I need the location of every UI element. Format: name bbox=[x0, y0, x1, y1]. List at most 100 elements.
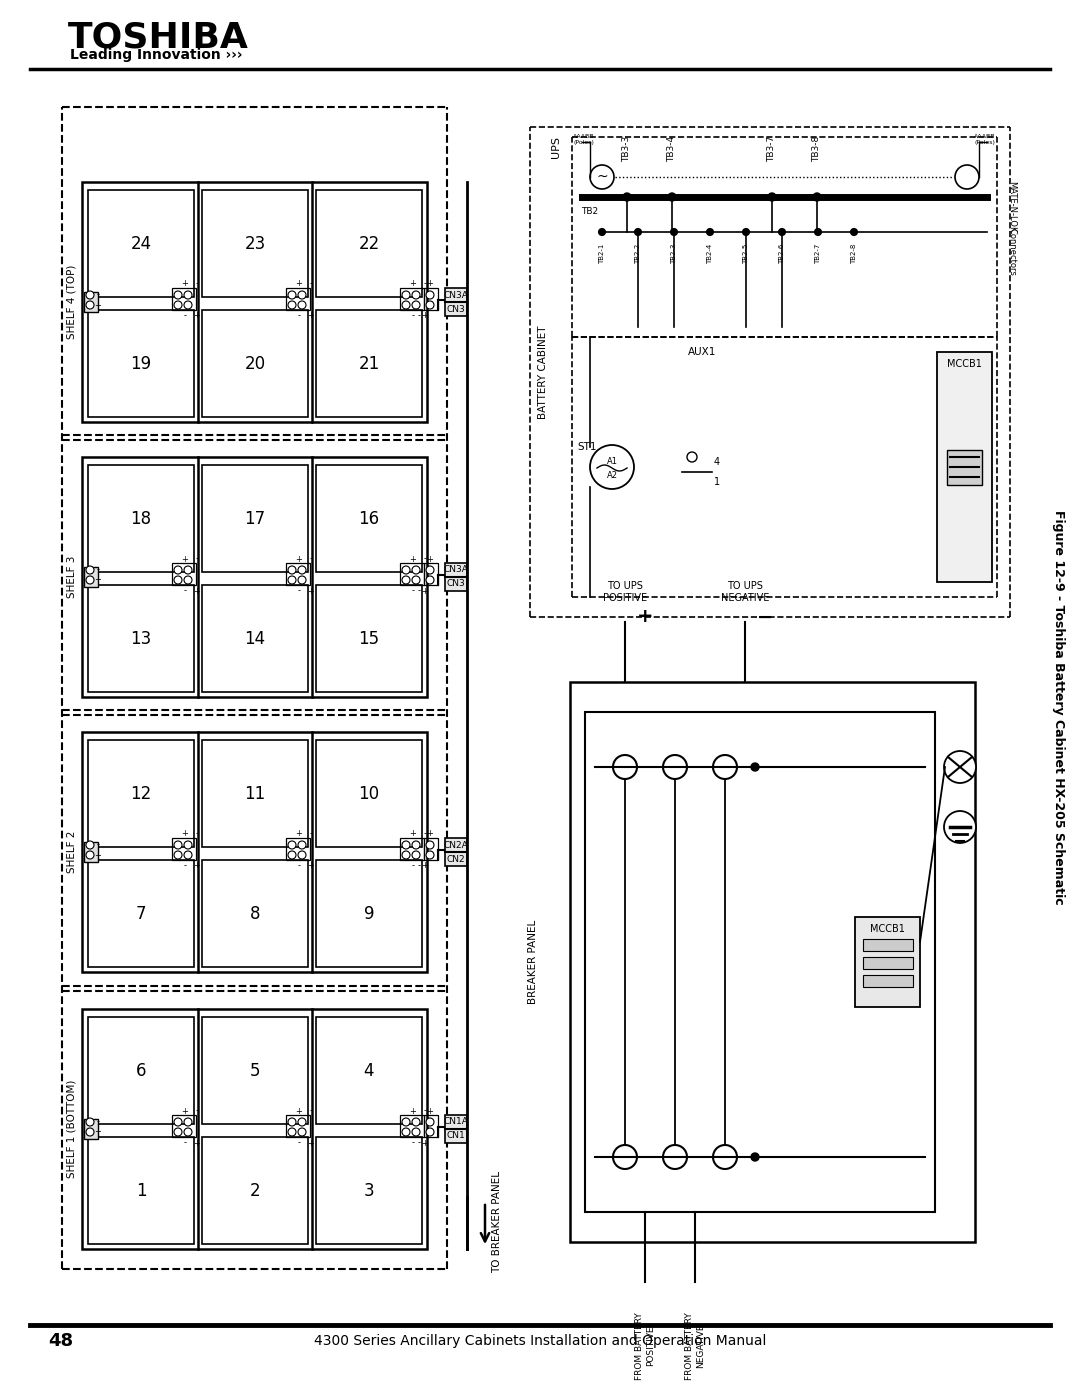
Text: +: + bbox=[193, 587, 201, 595]
Text: -: - bbox=[411, 862, 415, 870]
Circle shape bbox=[298, 566, 306, 574]
Text: +: + bbox=[95, 1127, 102, 1137]
Text: TB3-4: TB3-4 bbox=[667, 136, 676, 162]
Text: +: + bbox=[308, 587, 314, 595]
Text: +: + bbox=[637, 608, 653, 626]
Text: 13: 13 bbox=[131, 630, 151, 648]
Text: +: + bbox=[296, 279, 302, 289]
Circle shape bbox=[613, 754, 637, 780]
Circle shape bbox=[402, 1118, 410, 1126]
Bar bbox=[947, 450, 982, 485]
Circle shape bbox=[411, 566, 420, 574]
Circle shape bbox=[411, 1127, 420, 1136]
Circle shape bbox=[288, 841, 296, 849]
Text: MCCB1: MCCB1 bbox=[947, 359, 982, 369]
Circle shape bbox=[298, 291, 306, 299]
Text: -: - bbox=[96, 1118, 99, 1126]
Circle shape bbox=[426, 300, 434, 309]
Text: +: + bbox=[409, 555, 417, 563]
Bar bbox=[84, 1119, 98, 1139]
Text: TB2-3: TB2-3 bbox=[671, 244, 677, 264]
Bar bbox=[424, 288, 438, 310]
Text: TB2-1: TB2-1 bbox=[599, 244, 605, 264]
Text: -: - bbox=[184, 587, 187, 595]
Bar bbox=[585, 712, 935, 1213]
Text: -: - bbox=[96, 291, 99, 299]
Bar bbox=[172, 563, 195, 585]
Bar bbox=[400, 838, 424, 861]
Circle shape bbox=[288, 1118, 296, 1126]
Bar bbox=[316, 310, 422, 416]
Circle shape bbox=[426, 576, 434, 584]
Text: 48: 48 bbox=[48, 1331, 73, 1350]
Circle shape bbox=[174, 576, 183, 584]
Text: +: + bbox=[308, 312, 314, 320]
Text: +: + bbox=[95, 851, 102, 859]
Text: +: + bbox=[308, 1139, 314, 1147]
Text: -: - bbox=[96, 841, 99, 849]
Text: 21: 21 bbox=[359, 355, 380, 373]
Text: 24: 24 bbox=[131, 235, 151, 253]
Text: +: + bbox=[296, 555, 302, 563]
Text: AAABB
(Poles): AAABB (Poles) bbox=[573, 134, 595, 145]
Bar bbox=[316, 585, 422, 692]
Bar bbox=[316, 190, 422, 298]
Text: BREAKER PANEL: BREAKER PANEL bbox=[528, 919, 538, 1004]
Text: -: - bbox=[411, 312, 415, 320]
Circle shape bbox=[174, 566, 183, 574]
Text: TB3-8: TB3-8 bbox=[812, 136, 822, 162]
Text: 4300 Series Ancillary Cabinets Installation and Operation Manual: 4300 Series Ancillary Cabinets Installat… bbox=[314, 1334, 766, 1348]
Text: TOSHIBA: TOSHIBA bbox=[68, 20, 248, 54]
Bar bbox=[87, 310, 194, 416]
Text: CN3A: CN3A bbox=[444, 291, 469, 299]
Text: SHELF 1 (BOTTOM): SHELF 1 (BOTTOM) bbox=[67, 1080, 77, 1178]
Circle shape bbox=[402, 566, 410, 574]
Circle shape bbox=[288, 576, 296, 584]
Circle shape bbox=[411, 576, 420, 584]
Circle shape bbox=[298, 1118, 306, 1126]
Circle shape bbox=[955, 165, 978, 189]
Text: +: + bbox=[95, 576, 102, 584]
Text: -: - bbox=[195, 830, 199, 838]
Text: CN3A: CN3A bbox=[444, 566, 469, 574]
Circle shape bbox=[288, 851, 296, 859]
Circle shape bbox=[768, 193, 777, 201]
Text: 18: 18 bbox=[131, 510, 151, 528]
Circle shape bbox=[402, 1127, 410, 1136]
Circle shape bbox=[779, 229, 785, 236]
Bar bbox=[202, 1017, 308, 1125]
Circle shape bbox=[174, 300, 183, 309]
Text: TB3-7: TB3-7 bbox=[768, 136, 777, 162]
Bar bbox=[445, 838, 467, 852]
Circle shape bbox=[174, 851, 183, 859]
Text: 4: 4 bbox=[714, 457, 720, 467]
Text: -: - bbox=[184, 312, 187, 320]
Text: +: + bbox=[409, 279, 417, 289]
Text: FROM BATTERY
POSITIVE: FROM BATTERY POSITIVE bbox=[635, 1312, 654, 1380]
Bar bbox=[316, 465, 422, 571]
Circle shape bbox=[687, 453, 697, 462]
Bar bbox=[202, 310, 308, 416]
Circle shape bbox=[174, 291, 183, 299]
Text: FROM BATTERY
NEGATIVE: FROM BATTERY NEGATIVE bbox=[686, 1312, 705, 1380]
Bar bbox=[87, 585, 194, 692]
Circle shape bbox=[184, 1127, 192, 1136]
Circle shape bbox=[590, 446, 634, 489]
Bar bbox=[424, 563, 438, 585]
Text: -: - bbox=[297, 587, 300, 595]
Circle shape bbox=[298, 1127, 306, 1136]
Text: Connectors: Connectors bbox=[1008, 228, 1016, 277]
Bar bbox=[400, 288, 424, 310]
Text: -: - bbox=[418, 862, 420, 870]
Text: 16: 16 bbox=[359, 510, 379, 528]
Text: 17: 17 bbox=[244, 510, 266, 528]
Bar bbox=[87, 740, 194, 847]
Text: AUX1: AUX1 bbox=[688, 346, 716, 358]
Bar bbox=[316, 1017, 422, 1125]
Circle shape bbox=[184, 851, 192, 859]
Bar bbox=[937, 352, 993, 583]
Circle shape bbox=[174, 1118, 183, 1126]
Text: 2: 2 bbox=[249, 1182, 260, 1200]
Circle shape bbox=[298, 576, 306, 584]
Bar bbox=[286, 1115, 310, 1137]
